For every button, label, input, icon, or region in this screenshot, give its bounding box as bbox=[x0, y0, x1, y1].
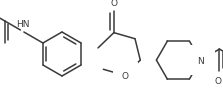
Text: O: O bbox=[110, 0, 117, 8]
Text: O: O bbox=[122, 71, 129, 80]
Text: O: O bbox=[215, 76, 222, 85]
Text: N: N bbox=[197, 56, 204, 65]
Text: HN: HN bbox=[16, 20, 30, 29]
